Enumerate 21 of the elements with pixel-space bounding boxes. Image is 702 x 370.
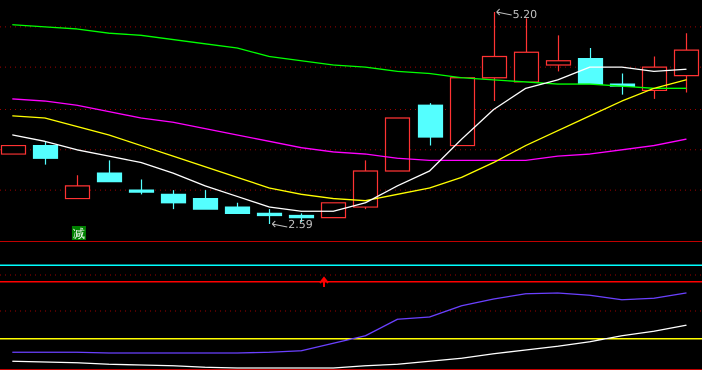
candlestick (674, 32, 700, 94)
candlestick (352, 160, 378, 210)
candlestick (32, 140, 58, 166)
candlestick (384, 117, 410, 172)
candlestick (578, 47, 604, 85)
candlestick (160, 189, 186, 210)
candlestick (256, 208, 282, 225)
annotation: 5.20 (512, 8, 538, 21)
candlestick (418, 102, 444, 146)
candlestick (482, 11, 508, 102)
candlestick (64, 174, 90, 200)
candlestick (192, 189, 218, 210)
candlestick (546, 34, 572, 72)
candlestick (128, 178, 154, 195)
candlestick (450, 77, 476, 146)
candlestick (96, 160, 122, 182)
candlestick (514, 18, 540, 83)
candlestick (224, 202, 250, 214)
candlestick (0, 144, 26, 155)
candlestick (320, 202, 346, 218)
annotation: 2.59 (288, 218, 313, 231)
